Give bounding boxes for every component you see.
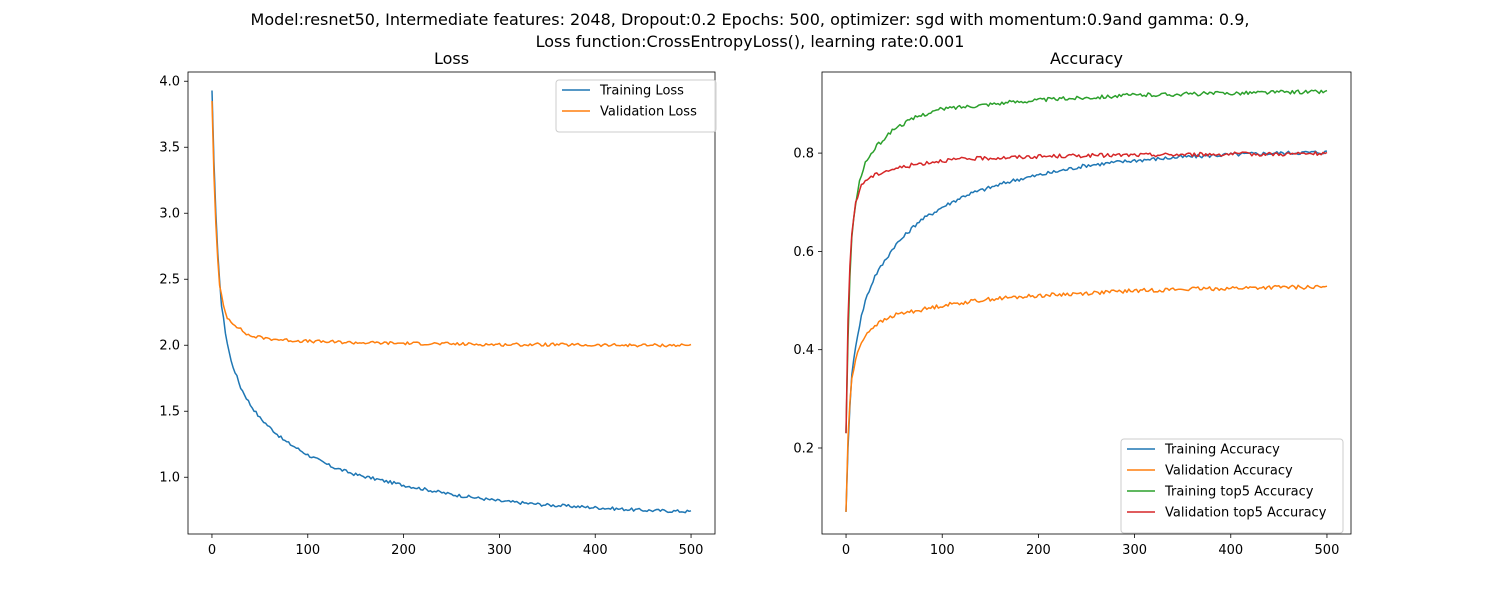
y-tick-label: 1.5	[159, 405, 180, 420]
legend: Training Loss Validation Loss	[555, 79, 717, 133]
figure-suptitle-line-1: Model:resnet50, Intermediate features: 2…	[250, 10, 1250, 29]
legend: Training Accuracy Validation Accuracy Trai…	[1120, 438, 1344, 534]
x-tick-label: 100	[930, 543, 955, 558]
legend-box	[1120, 438, 1344, 534]
y-tick-label: 0.8	[793, 147, 814, 162]
y-tick-label: 0.2	[793, 441, 814, 456]
x-tick-label: 100	[295, 543, 320, 558]
series-line-training-loss	[211, 90, 692, 514]
y-tick-label: 2.5	[159, 273, 180, 288]
y-tick-label: 4.0	[159, 75, 180, 90]
legend-label-validation-top5-accuracy: Validation top5 Accuracy	[1165, 506, 1327, 521]
axes-title: Loss	[434, 49, 469, 68]
y-tick-label: 3.5	[159, 141, 180, 156]
y-tick-label: 0.4	[793, 343, 814, 358]
x-tick-label: 200	[391, 543, 416, 558]
x-tick-label: 200	[1026, 543, 1051, 558]
x-tick-label: 0	[208, 543, 216, 558]
figure-suptitle-line-2: Loss function:CrossEntropyLoss(), learni…	[535, 32, 965, 51]
legend-box	[555, 79, 717, 133]
x-tick-label: 400	[1218, 543, 1243, 558]
y-tick-label: 1.0	[159, 471, 180, 486]
legend-label-validation-loss: Validation Loss	[600, 105, 697, 120]
legend-label-validation-accuracy: Validation Accuracy	[1165, 464, 1293, 479]
series-line-training-top5-accuracy	[845, 89, 1328, 434]
x-tick-label: 500	[1315, 543, 1340, 558]
axes-frame	[187, 71, 716, 535]
legend-label-training-loss: Training Loss	[599, 84, 684, 99]
legend-label-training-accuracy: Training Accuracy	[1164, 443, 1280, 458]
x-tick-label: 0	[842, 543, 850, 558]
axes-title: Accuracy	[1050, 49, 1123, 68]
y-tick-label: 2.0	[159, 339, 180, 354]
series-line-validation-loss	[211, 100, 692, 348]
x-tick-label: 300	[1122, 543, 1147, 558]
accuracy-axes: Accuracy 0 100 200 300 400 500 0.2 0.4 0.6 0.8 Trai…	[793, 49, 1352, 558]
legend-label-training-top5-accuracy: Training top5 Accuracy	[1164, 485, 1314, 500]
series-line-validation-accuracy	[845, 284, 1328, 512]
x-tick-label: 300	[487, 543, 512, 558]
x-tick-label: 400	[583, 543, 608, 558]
series-line-validation-top5-accuracy	[845, 151, 1328, 434]
y-tick-label: 0.6	[793, 245, 814, 260]
y-tick-label: 3.0	[159, 207, 180, 222]
loss-axes: Loss 0 100 200 300 400 500 1.0 1.5 2.0 2.5 3.0 3.5 4.…	[159, 49, 717, 558]
axes-frame	[821, 71, 1352, 535]
x-tick-label: 500	[679, 543, 704, 558]
